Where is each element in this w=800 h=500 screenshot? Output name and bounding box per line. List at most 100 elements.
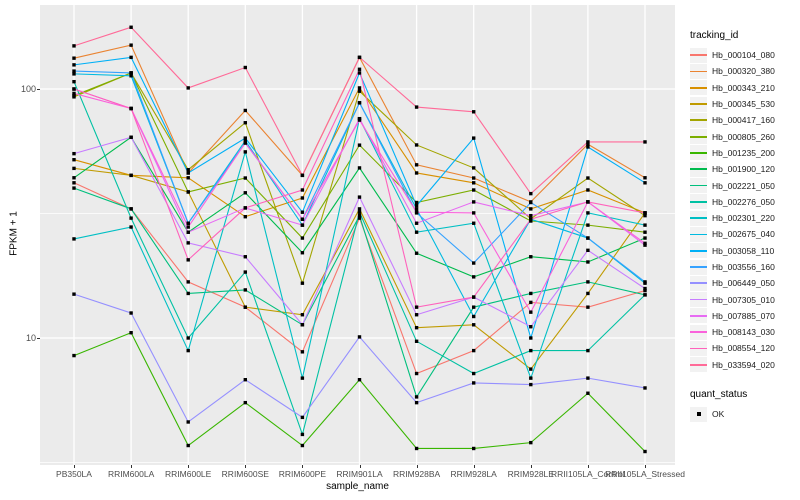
legend-color-swatch (690, 54, 707, 57)
legend-color-swatch (690, 103, 707, 105)
legend-label: Hb_001235_200 (712, 147, 775, 158)
legend-key-line-icon (690, 178, 707, 194)
data-point-marker (586, 223, 590, 227)
data-point-marker (129, 106, 133, 111)
data-point-marker (643, 449, 647, 454)
legend-label: Hb_003058_110 (712, 245, 775, 256)
data-point-marker (472, 110, 476, 114)
data-point-marker (129, 71, 133, 75)
legend-color-swatch (690, 282, 707, 285)
data-point-marker (186, 176, 190, 180)
data-point-marker (529, 207, 533, 211)
data-point-marker (186, 348, 190, 353)
data-point-marker (586, 188, 590, 192)
data-point-marker (243, 206, 247, 210)
data-point-marker (186, 443, 190, 448)
data-point-marker (300, 323, 305, 327)
data-point-marker (414, 313, 419, 317)
data-point-marker (529, 336, 533, 340)
legend-entry-Hb_002276_050: Hb_002276_050 (690, 194, 798, 210)
data-point-marker (643, 213, 647, 218)
legend-color-swatch (690, 331, 707, 334)
data-point-marker (243, 191, 247, 195)
data-point-marker (472, 136, 476, 140)
legend-key-line-icon (690, 161, 707, 177)
data-point-marker (243, 378, 247, 382)
data-point-marker (129, 74, 133, 78)
data-point-marker (529, 217, 533, 221)
data-point-marker (529, 291, 533, 296)
data-point-marker (72, 237, 76, 241)
legend-label: Hb_000343_210 (712, 82, 775, 93)
data-point-marker (586, 248, 590, 253)
data-point-marker (129, 173, 133, 178)
data-point-marker (472, 200, 476, 204)
x-tick-label-RRIM600LE: RRIM600LE (165, 469, 212, 479)
legend-entry-Hb_006449_050: Hb_006449_050 (690, 275, 798, 291)
data-point-marker (586, 211, 590, 215)
legend-entry-Hb_000320_380: Hb_000320_380 (690, 63, 798, 79)
data-point-marker (129, 216, 133, 220)
data-point-marker (186, 241, 190, 245)
data-point-marker (300, 281, 305, 285)
legend-entry-Hb_008143_030: Hb_008143_030 (690, 324, 798, 340)
legend-title-tracking-id: tracking_id (690, 30, 739, 41)
data-point-marker (414, 221, 419, 225)
square-marker-swatch (696, 412, 701, 417)
data-point-marker (243, 215, 247, 219)
legend-color-swatch (690, 135, 707, 138)
legend-color-swatch (690, 314, 707, 317)
data-point-marker (414, 371, 419, 376)
y-tick-mark (37, 89, 40, 90)
data-point-marker (300, 196, 305, 200)
legend-color-swatch (690, 168, 707, 171)
legend-color-swatch (690, 266, 707, 268)
data-point-marker (472, 221, 476, 225)
data-point-marker (243, 270, 247, 274)
legend-key-line-icon (690, 340, 707, 356)
data-point-marker (472, 305, 476, 309)
x-tick-mark (359, 465, 361, 468)
data-point-marker (129, 311, 133, 315)
data-point-marker (529, 255, 533, 259)
data-point-marker (357, 210, 362, 214)
data-point-marker (586, 291, 590, 296)
x-tick-label-RRIM600PE: RRIM600PE (278, 469, 327, 479)
data-point-marker (129, 225, 133, 229)
legend-key-line-icon (690, 308, 707, 324)
data-point-marker (586, 176, 590, 180)
data-point-marker (472, 188, 476, 192)
data-point-marker (529, 440, 533, 445)
data-point-marker (72, 151, 76, 156)
legend-label: Hb_002221_050 (712, 180, 775, 191)
y-tick-label: 100 (20, 83, 36, 94)
data-point-marker (643, 280, 647, 284)
data-point-marker (186, 190, 190, 194)
data-point-marker (472, 381, 476, 385)
data-point-marker (129, 43, 133, 47)
data-point-marker (243, 136, 247, 140)
data-point-marker (72, 166, 76, 171)
data-point-marker (472, 371, 476, 376)
x-tick-mark (131, 465, 133, 468)
data-point-marker (72, 69, 76, 73)
legend-key-line-icon (690, 129, 707, 145)
data-point-marker (586, 260, 590, 264)
data-point-marker (586, 305, 590, 309)
data-point-marker (586, 376, 590, 380)
legend: tracking_id Hb_000104_080 Hb_000320_380 Hb… (690, 30, 798, 422)
legend-entry-Hb_000417_160: Hb_000417_160 (690, 112, 798, 128)
legend-label: Hb_008143_030 (712, 327, 775, 338)
data-point-marker (414, 395, 419, 399)
data-point-marker (414, 230, 419, 234)
data-point-marker (357, 101, 362, 105)
legend-label: Hb_033594_020 (712, 359, 775, 370)
data-point-marker (529, 213, 533, 218)
chart-canvas (40, 5, 675, 465)
data-point-marker (643, 236, 647, 240)
data-point-marker (414, 251, 419, 255)
data-point-marker (243, 305, 247, 309)
data-point-marker (414, 105, 419, 109)
data-point-marker (300, 236, 305, 240)
data-point-marker (72, 93, 76, 98)
